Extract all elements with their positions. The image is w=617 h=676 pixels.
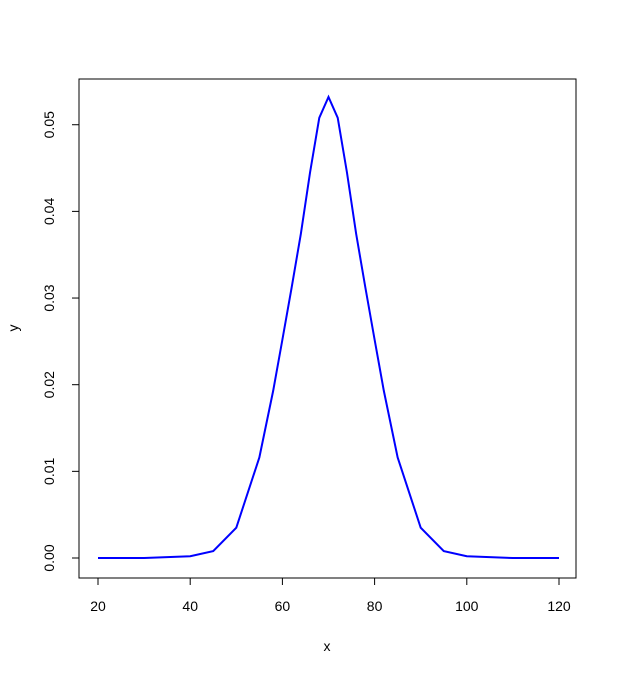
- x-ticks: 20 40 60 80 100 120: [90, 578, 571, 614]
- y-tick-label: 0.01: [41, 458, 57, 485]
- y-tick-label: 0.03: [41, 284, 57, 311]
- y-tick-label: 0.04: [41, 198, 57, 225]
- x-tick-label: 120: [547, 598, 571, 614]
- plot-frame: [78, 78, 577, 579]
- x-tick-label: 100: [455, 598, 479, 614]
- y-axis-label: y: [5, 325, 21, 332]
- series-line: [98, 94, 559, 559]
- x-tick-label: 20: [90, 598, 106, 614]
- x-axis-label: x: [324, 638, 331, 654]
- x-tick-label: 60: [275, 598, 291, 614]
- y-tick-label: 0.05: [41, 111, 57, 138]
- y-ticks: 0.00 0.01 0.02 0.03 0.04 0.05: [41, 111, 79, 572]
- y-tick-label: 0.00: [41, 544, 57, 571]
- x-tick-label: 80: [367, 598, 383, 614]
- y-tick-label: 0.02: [41, 371, 57, 398]
- x-tick-label: 40: [182, 598, 198, 614]
